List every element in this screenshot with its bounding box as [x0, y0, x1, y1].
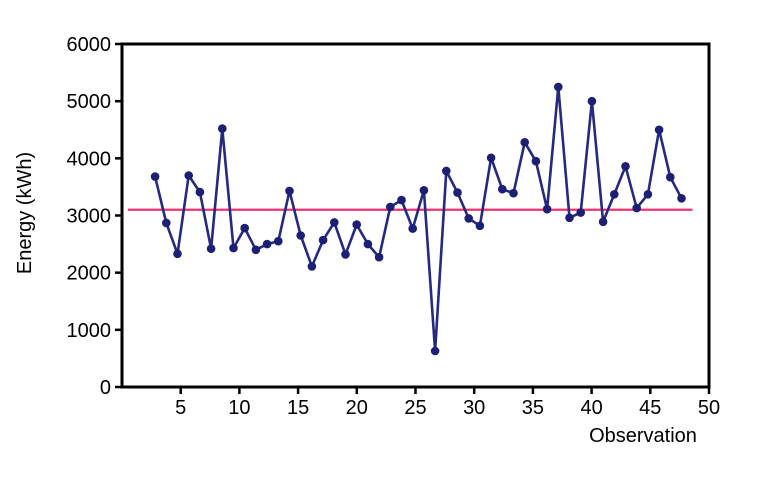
- data-point: [240, 223, 249, 233]
- data-point: [330, 218, 339, 227]
- data-point: [654, 125, 664, 135]
- data-point: [430, 346, 440, 356]
- data-point: [397, 195, 406, 205]
- y-axis-title: Energy (kWh): [14, 152, 36, 274]
- data-point: [218, 124, 227, 133]
- data-point: [442, 166, 451, 176]
- data-point: [643, 190, 653, 199]
- data-point: [251, 245, 261, 255]
- data-point: [576, 208, 585, 217]
- x-axis-tick-label: 40: [580, 397, 602, 419]
- x-axis-tick-label: 25: [404, 397, 426, 419]
- data-point: [318, 235, 328, 245]
- x-axis-tick-label: 5: [175, 397, 186, 419]
- data-point: [509, 188, 518, 198]
- data-point: [162, 218, 171, 228]
- data-point: [173, 249, 182, 259]
- y-axis-tick-label: 1000: [67, 320, 112, 342]
- x-axis-title: Observation: [589, 425, 697, 447]
- x-axis-tick-label: 15: [287, 397, 309, 419]
- y-axis-tick-label: 0: [100, 377, 111, 399]
- data-point: [408, 224, 418, 233]
- x-axis-tick-label: 30: [463, 397, 485, 419]
- data-point: [419, 186, 429, 195]
- data-point: [150, 172, 160, 181]
- data-point: [542, 204, 552, 214]
- data-point: [531, 156, 541, 166]
- y-axis-tick-label: 6000: [67, 34, 112, 56]
- data-point: [262, 239, 272, 249]
- data-point: [229, 243, 238, 253]
- data-point: [520, 138, 529, 147]
- x-axis-tick-label: 35: [522, 397, 544, 419]
- data-point: [486, 153, 496, 163]
- data-point: [453, 188, 462, 197]
- data-point: [677, 194, 686, 203]
- data-point: [621, 162, 630, 171]
- data-point: [475, 221, 485, 231]
- data-point: [386, 202, 395, 212]
- data-point: [632, 203, 641, 213]
- data-point: [352, 220, 362, 229]
- data-point: [285, 186, 294, 196]
- y-axis-tick-label: 3000: [67, 206, 112, 228]
- data-point: [565, 213, 574, 223]
- data-point: [610, 190, 619, 199]
- data-point: [274, 236, 283, 246]
- x-axis-tick-label: 50: [698, 397, 720, 419]
- data-point: [598, 217, 608, 227]
- data-point: [666, 172, 675, 182]
- y-axis-tick-label: 4000: [67, 148, 112, 170]
- data-point: [307, 262, 317, 271]
- data-point: [206, 244, 216, 253]
- x-axis-tick-label: 20: [346, 397, 368, 419]
- data-point: [341, 250, 350, 259]
- y-axis-tick-label: 5000: [67, 91, 112, 113]
- data-point: [296, 231, 306, 240]
- x-axis-tick-label: 10: [228, 397, 250, 419]
- data-point: [195, 187, 205, 197]
- data-point: [184, 171, 193, 180]
- data-point: [554, 82, 563, 92]
- plot-area: 0 1000 2000 3000 4000 5000 6000 5 10 15 20 25 30 35 40…: [67, 34, 721, 419]
- data-point: [587, 96, 597, 106]
- x-axis-tick-label: 45: [639, 397, 661, 419]
- data-point: [498, 184, 507, 194]
- y-axis-tick-label: 2000: [67, 263, 112, 285]
- data-point: [363, 239, 373, 249]
- data-point: [374, 252, 384, 262]
- data-point: [464, 214, 474, 223]
